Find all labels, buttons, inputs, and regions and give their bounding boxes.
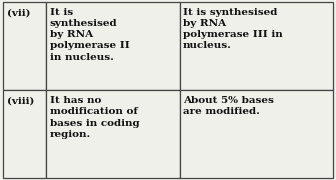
Bar (179, 2, 333, 90)
Bar (46, 90, 179, 178)
Text: It is synthesised
by RNA
polymerase III in
nucleus.: It is synthesised by RNA polymerase III … (183, 8, 283, 50)
Text: (vii): (vii) (7, 8, 30, 17)
Text: It is
synthesised
by RNA
polymerase II
in nucleus.: It is synthesised by RNA polymerase II i… (49, 8, 129, 62)
Bar (46, 2, 179, 90)
Text: About 5% bases
are modified.: About 5% bases are modified. (183, 96, 274, 116)
Bar (3, 2, 46, 90)
Text: (viii): (viii) (7, 96, 34, 105)
Bar (3, 90, 46, 178)
Bar (179, 90, 333, 178)
Text: It has no
modification of
bases in coding
region.: It has no modification of bases in codin… (49, 96, 139, 139)
